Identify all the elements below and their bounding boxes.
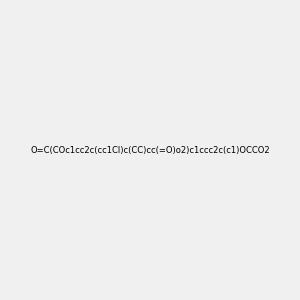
Text: O=C(COc1cc2c(cc1Cl)c(CC)cc(=O)o2)c1ccc2c(c1)OCCO2: O=C(COc1cc2c(cc1Cl)c(CC)cc(=O)o2)c1ccc2c… (30, 146, 270, 154)
